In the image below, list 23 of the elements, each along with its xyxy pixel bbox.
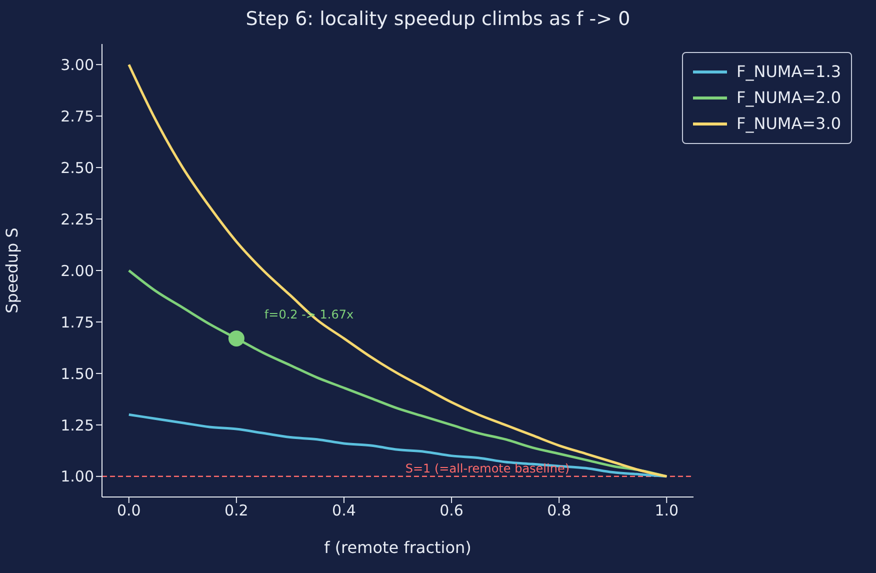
y-tick-label: 1.00 <box>60 468 94 486</box>
y-tick-label: 2.50 <box>60 158 94 177</box>
ref-line-label: S=1 (=all-remote baseline) <box>405 461 570 476</box>
x-tick-label: 0.0 <box>116 502 141 520</box>
x-tick-label: 0.6 <box>440 502 464 520</box>
legend-label: F_NUMA=2.0 <box>736 87 841 109</box>
x-tick-label: 0.8 <box>547 502 572 520</box>
x-axis-title: f (remote fraction) <box>324 538 472 557</box>
x-tick-label: 1.0 <box>654 502 679 520</box>
chart-title: Step 6: locality speedup climbs as f -> 0 <box>244 8 632 30</box>
line-series <box>128 63 668 478</box>
y-tick-label: 2.75 <box>60 107 94 126</box>
legend-label: F_NUMA=3.0 <box>736 113 841 135</box>
y-tick-label: 1.50 <box>60 364 94 383</box>
y-tick-label: 1.75 <box>60 313 94 332</box>
y-tick-label: 3.00 <box>60 56 94 74</box>
y-tick-label: 1.25 <box>60 416 94 434</box>
y-tick-label: 2.25 <box>60 210 94 228</box>
x-tick-label: 0.4 <box>332 502 356 520</box>
y-tick-label: 2.00 <box>60 262 94 280</box>
y-axis-title: Speedup S <box>2 228 22 314</box>
x-tick-label: 0.2 <box>224 502 248 520</box>
legend-label: F_NUMA=1.3 <box>736 61 841 83</box>
